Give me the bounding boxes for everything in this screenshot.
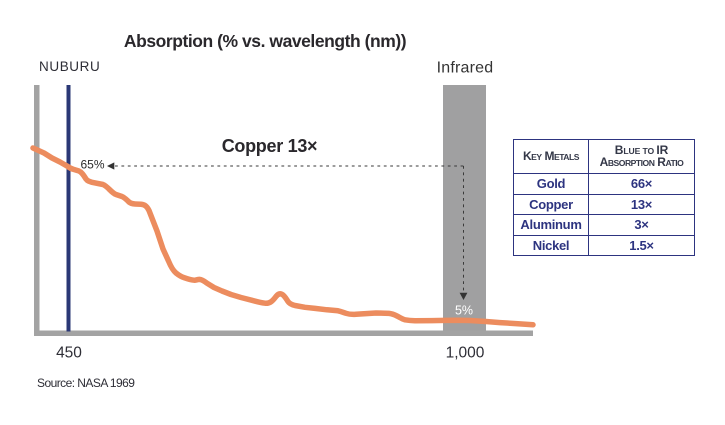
svg-text:1,000: 1,000 [446, 345, 485, 362]
svg-text:Copper 13×: Copper 13× [222, 136, 318, 156]
svg-text:NUBURU: NUBURU [39, 59, 100, 74]
svg-text:65%: 65% [80, 158, 104, 172]
svg-text:450: 450 [56, 345, 82, 362]
svg-text:Infrared: Infrared [437, 60, 494, 77]
svg-text:Source: NASA 1969: Source: NASA 1969 [37, 376, 135, 390]
svg-text:5%: 5% [455, 304, 473, 318]
svg-text:Absorption (% vs. wavelength (: Absorption (% vs. wavelength (nm)) [124, 31, 406, 51]
